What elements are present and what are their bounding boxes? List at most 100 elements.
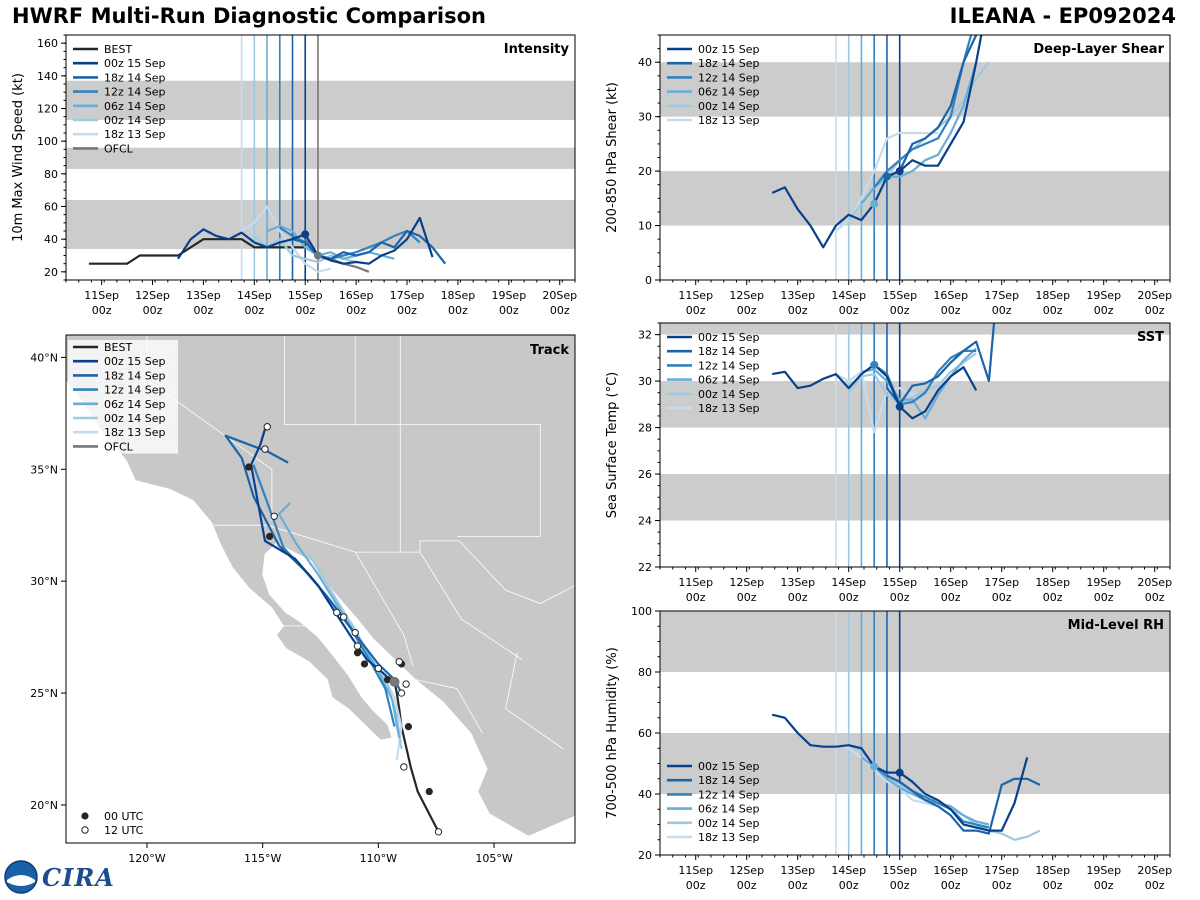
- shear-shaded-band: [660, 171, 1170, 226]
- sst-xtick-label: 20Sep: [1137, 576, 1172, 589]
- sst-xtick-label: 17Sep: [984, 576, 1019, 589]
- track-point-12utc: [263, 423, 271, 431]
- state-border: [419, 551, 523, 660]
- rh-xtick-label: 00z: [1094, 879, 1114, 892]
- intensity-ytick-label: 120: [37, 103, 58, 116]
- intensity-xtick-label: 14Sep: [237, 289, 272, 302]
- intensity-series-line: [266, 225, 395, 260]
- track-point-12utc: [395, 658, 403, 666]
- track-line: [393, 681, 440, 833]
- track-legend-bg: [68, 411, 178, 426]
- shear-series-line: [771, 35, 983, 249]
- rh-ytick-label: 80: [638, 666, 652, 679]
- intensity-legend-label: 18z 14 Sep: [104, 71, 166, 84]
- track-point-12utc: [434, 828, 443, 836]
- track-ytick-label: 30°N: [30, 575, 58, 588]
- state-border: [415, 679, 483, 734]
- track-legend-label: 00z 15 Sep: [104, 355, 166, 368]
- track-xtick-label: 110°W: [360, 852, 397, 865]
- track-title: Track: [530, 343, 569, 358]
- shear-xtick-label: 00z: [788, 304, 808, 317]
- intensity-marker: [301, 230, 310, 239]
- sst-xtick-label: 00z: [890, 591, 910, 604]
- intensity-legend-label: 00z 15 Sep: [104, 57, 166, 70]
- track-point-00utc: [266, 532, 274, 541]
- track-panel: 20°N 25°N 30°N 35°N 40°N 120°W 115°W 110°W 105°W…: [30, 334, 576, 865]
- marker-legend-12utc: [81, 826, 89, 834]
- sst-plot-area: [660, 323, 1170, 567]
- shear-ytick-label: 0: [645, 274, 652, 287]
- cira-logo: CIRA: [4, 860, 115, 894]
- sst-xtick-label: 14Sep: [831, 576, 866, 589]
- intensity-series-line: [241, 205, 331, 273]
- shear-series-line: [886, 35, 978, 178]
- state-border: [505, 652, 564, 750]
- track-legend-label: 00z 14 Sep: [104, 412, 166, 425]
- shear-legend-label: 12z 14 Sep: [698, 71, 760, 84]
- track-point-00utc: [383, 676, 392, 684]
- sst-legend-label: 18z 14 Sep: [698, 345, 760, 358]
- rh-legend-label: 12z 14 Sep: [698, 788, 760, 801]
- state-border: [214, 524, 460, 553]
- intensity-xtick-label: 00z: [143, 304, 163, 317]
- track-point-12utc: [400, 763, 408, 771]
- shear-ylabel: 200-850 hPa Shear (kt): [605, 82, 620, 233]
- track-point-12utc: [374, 664, 383, 673]
- track-point-12utc: [332, 608, 341, 617]
- track-legend-label: BEST: [104, 341, 132, 354]
- track-legend-label: 18z 14 Sep: [104, 369, 166, 382]
- track-legend-bg: [68, 439, 178, 454]
- rh-ylabel: 700-500 hPa Humidity (%): [605, 647, 620, 819]
- sst-xtick-label: 00z: [1094, 591, 1114, 604]
- track-point-12utc: [402, 680, 410, 688]
- shear-shaded-band: [660, 62, 1170, 117]
- rh-marker: [895, 768, 904, 777]
- sst-xtick-label: 18Sep: [1035, 576, 1070, 589]
- shear-xtick-label: 00z: [1094, 304, 1114, 317]
- sst-panel: 22 24 26 28 30 32 11Sep 00z 12Sep 00z 13Sep 00z 14Se…: [605, 322, 1172, 604]
- rh-legend-label: 00z 15 Sep: [698, 760, 760, 773]
- shear-ytick-label: 10: [638, 220, 652, 233]
- rh-ytick-label: 60: [638, 727, 652, 740]
- sst-marker: [870, 360, 879, 369]
- shear-xtick-label: 16Sep: [933, 289, 968, 302]
- shear-xtick-label: 00z: [686, 304, 706, 317]
- shear-ytick-label: 40: [638, 56, 652, 69]
- intensity-xtick-label: 12Sep: [135, 289, 170, 302]
- intensity-xtick-label: 19Sep: [491, 289, 526, 302]
- storm-name: ILEANA - EP092024: [949, 4, 1176, 28]
- rh-xtick-label: 15Sep: [882, 864, 917, 877]
- state-border: [354, 551, 414, 667]
- rh-xtick-label: 00z: [1043, 879, 1063, 892]
- rh-xtick-label: 00z: [839, 879, 859, 892]
- track-point-00utc: [245, 463, 253, 471]
- rh-xtick-label: 00z: [686, 879, 706, 892]
- shear-series-line: [860, 61, 978, 205]
- shear-plot-area: [660, 35, 1170, 280]
- rh-marker: [870, 762, 879, 771]
- intensity-legend-label: BEST: [104, 43, 132, 56]
- track-legend-label: 06z 14 Sep: [104, 398, 166, 411]
- intensity-legend-label: 00z 14 Sep: [104, 114, 166, 127]
- intensity-panel: 20 40 60 80 100 120 140 160 11Sep 00z 12Sep 00z 13Se…: [11, 34, 577, 317]
- sst-ytick-label: 30: [638, 375, 652, 388]
- shear-marker: [895, 167, 904, 176]
- intensity-ytick-label: 40: [44, 233, 58, 246]
- shear-title: Deep-Layer Shear: [1033, 42, 1164, 57]
- intensity-xtick-label: 00z: [244, 304, 264, 317]
- rh-plot-area: [660, 611, 1170, 855]
- sst-xtick-label: 12Sep: [729, 576, 764, 589]
- intensity-xtick-label: 00z: [550, 304, 570, 317]
- track-xtick-label: 115°W: [244, 852, 281, 865]
- state-border: [459, 540, 575, 604]
- shear-legend-label: 18z 14 Sep: [698, 57, 760, 70]
- shear-xtick-label: 00z: [737, 304, 757, 317]
- intensity-ytick-label: 100: [37, 135, 58, 148]
- rh-legend-label: 00z 14 Sep: [698, 817, 760, 830]
- sst-legend-label: 12z 14 Sep: [698, 359, 760, 372]
- rh-xtick-label: 19Sep: [1086, 864, 1121, 877]
- intensity-ytick-label: 140: [37, 70, 58, 83]
- shear-xtick-label: 00z: [941, 304, 961, 317]
- shear-xtick-label: 00z: [1043, 304, 1063, 317]
- intensity-ytick-label: 80: [44, 168, 58, 181]
